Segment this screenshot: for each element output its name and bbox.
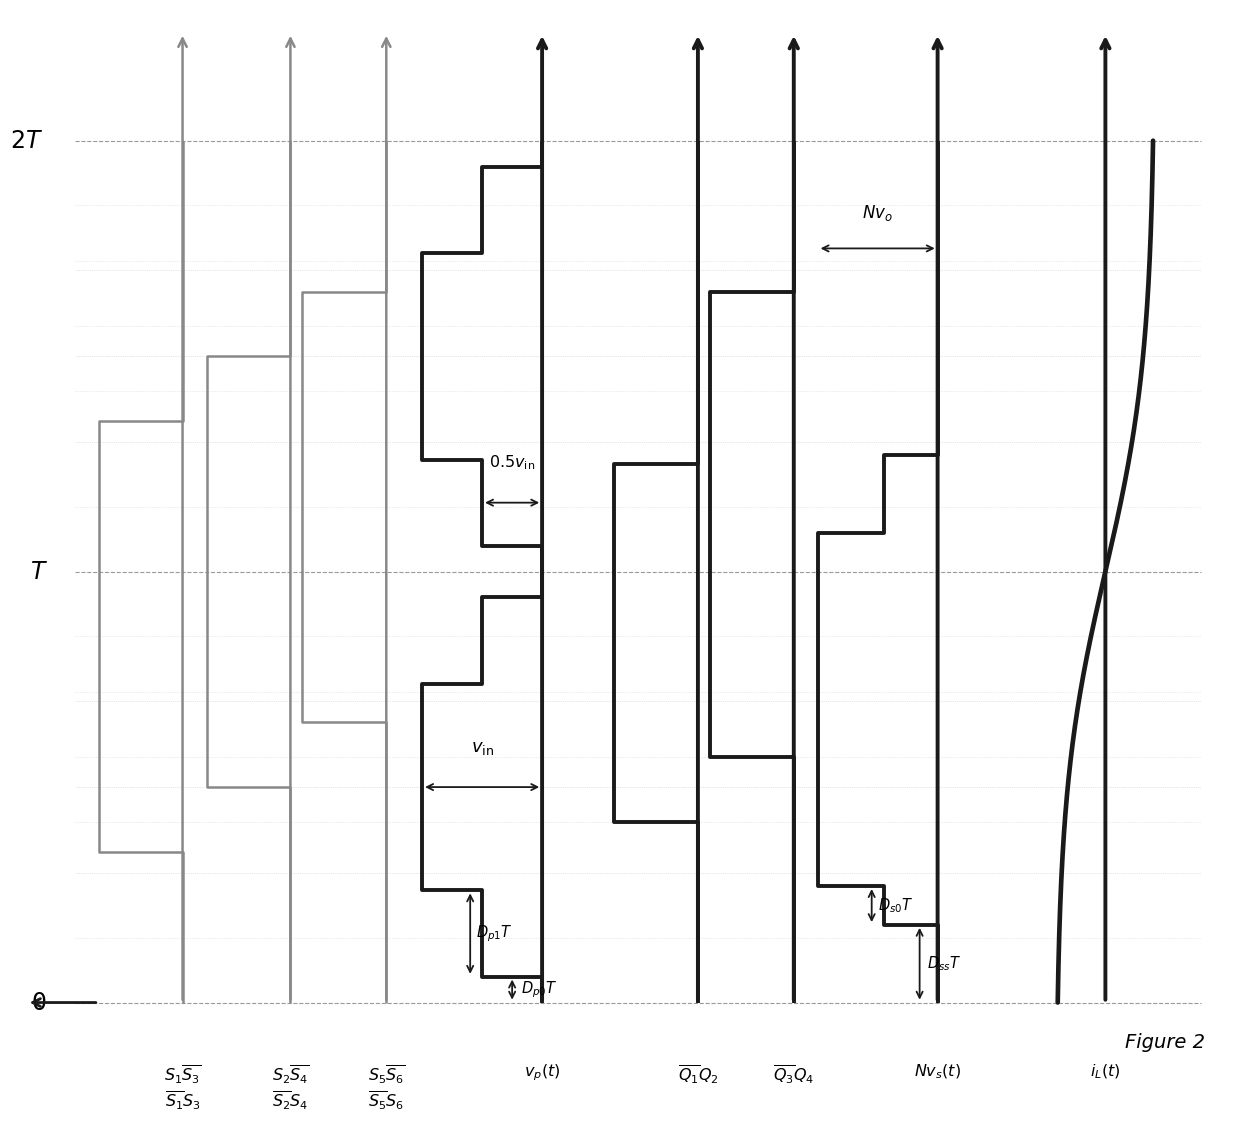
Text: $D_{p1}T$: $D_{p1}T$ <box>476 923 513 944</box>
Text: $Nv_o$: $Nv_o$ <box>862 203 893 222</box>
Text: $T$: $T$ <box>30 560 47 583</box>
Text: $Nv_s(t)$: $Nv_s(t)$ <box>914 1063 961 1082</box>
Text: Figure 2: Figure 2 <box>1126 1032 1205 1051</box>
Text: $\overline{Q_3}Q_4$: $\overline{Q_3}Q_4$ <box>774 1063 815 1086</box>
Text: $0.5v_{\rm in}$: $0.5v_{\rm in}$ <box>489 453 536 472</box>
Text: $i_L(t)$: $i_L(t)$ <box>1090 1063 1121 1082</box>
Text: $D_{ss}T$: $D_{ss}T$ <box>926 955 961 973</box>
Text: $S_5\overline{S_6}$
$\overline{S_5}S_6$: $S_5\overline{S_6}$ $\overline{S_5}S_6$ <box>367 1063 405 1112</box>
Text: $0$: $0$ <box>31 991 46 1014</box>
Text: $D_{s0}T$: $D_{s0}T$ <box>878 896 913 914</box>
Text: $2T$: $2T$ <box>10 129 43 153</box>
Text: $S_2\overline{S_4}$
$\overline{S_2}S_4$: $S_2\overline{S_4}$ $\overline{S_2}S_4$ <box>272 1063 309 1112</box>
Text: $v_{\rm in}$: $v_{\rm in}$ <box>471 739 494 757</box>
Text: $v_p(t)$: $v_p(t)$ <box>523 1063 560 1084</box>
Text: $S_1\overline{S_3}$
$\overline{S_1}S_3$: $S_1\overline{S_3}$ $\overline{S_1}S_3$ <box>164 1063 201 1112</box>
Text: $\overline{Q_1}Q_2$: $\overline{Q_1}Q_2$ <box>677 1063 718 1086</box>
Text: $D_{p0}T$: $D_{p0}T$ <box>521 980 557 1000</box>
